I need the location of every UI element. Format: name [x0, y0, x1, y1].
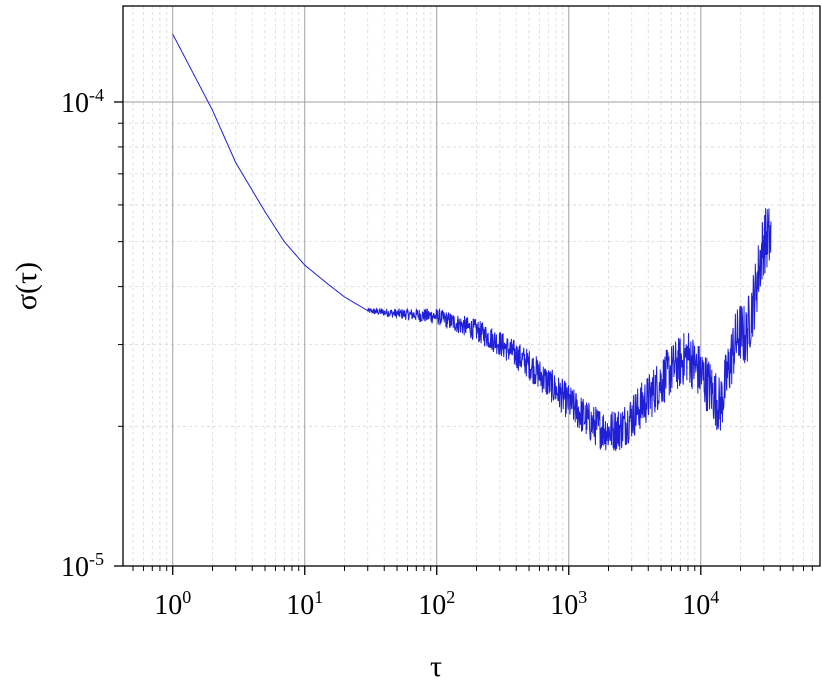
plot-frame	[122, 5, 821, 567]
minor-grid	[123, 6, 820, 566]
x-tick-label: 103	[550, 587, 587, 621]
x-tick-label: 104	[682, 587, 719, 621]
x-tick-label: 101	[286, 587, 323, 621]
y-axis-title: σ(τ)	[10, 262, 43, 310]
y-tick-label: 10-5	[61, 549, 104, 583]
x-tick-label: 100	[154, 587, 191, 621]
y-axis: 10-5 10-4	[61, 85, 123, 583]
major-grid	[123, 6, 820, 567]
series-layer	[172, 33, 772, 452]
x-tick-label: 102	[418, 587, 455, 621]
x-axis: 100 101 102 103 104	[132, 566, 813, 621]
x-axis-title: τ	[430, 650, 442, 683]
y-tick-label: 10-4	[61, 85, 104, 119]
series-line	[172, 33, 772, 452]
